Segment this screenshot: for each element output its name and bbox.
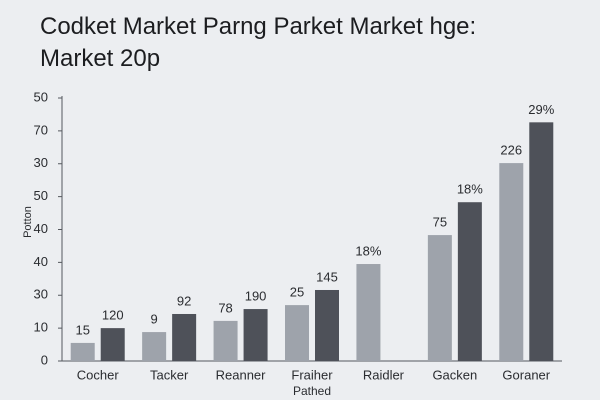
- data-label: 9: [151, 312, 158, 327]
- y-tick-label: 40: [34, 221, 48, 236]
- data-label: 29%: [528, 102, 554, 117]
- y-tick-label: 50: [34, 188, 48, 203]
- chart-title: Codket Market Parng Parket Market hge:: [40, 13, 476, 40]
- y-tick-label: 30: [34, 287, 48, 302]
- data-label: 226: [500, 143, 522, 158]
- x-tick-label: Fraiher: [291, 367, 333, 382]
- bar: [243, 309, 268, 361]
- data-label: 25: [290, 285, 304, 300]
- y-tick-label: 10: [34, 320, 48, 335]
- x-tick-label: Reanner: [216, 367, 267, 382]
- x-tick-label: Gacken: [432, 367, 477, 382]
- data-label: 190: [245, 288, 267, 303]
- bar: [457, 202, 482, 361]
- bar: [285, 305, 309, 361]
- bar: [356, 264, 381, 361]
- data-label: 145: [316, 269, 338, 284]
- data-label: 75: [433, 215, 447, 230]
- y-axis-label: Potton: [22, 206, 34, 238]
- bar: [427, 235, 452, 361]
- x-tick-label: Goraner: [502, 367, 550, 382]
- bar: [213, 320, 238, 361]
- bar: [70, 342, 95, 361]
- y-tick-label: 70: [34, 122, 48, 137]
- data-label: 78: [218, 300, 232, 315]
- x-tick-label: Tacker: [150, 367, 189, 382]
- data-label: 120: [102, 308, 124, 323]
- data-label: 18%: [355, 243, 381, 258]
- bar: [142, 332, 167, 361]
- chart-title: Market 20p: [40, 45, 160, 72]
- y-tick-label: 0: [41, 352, 48, 367]
- x-axis-label: Pathed: [293, 384, 331, 398]
- y-tick-label: 50: [34, 89, 48, 104]
- bar: [172, 313, 197, 361]
- bar: [100, 328, 125, 361]
- x-tick-label: Cocher: [77, 367, 120, 382]
- data-label: 92: [177, 293, 191, 308]
- data-label: 15: [75, 322, 89, 337]
- x-tick-label: Raidler: [363, 367, 405, 382]
- bar: [529, 122, 554, 361]
- bar: [499, 163, 524, 361]
- y-tick-label: 40: [34, 254, 48, 269]
- data-label: 18%: [457, 182, 483, 197]
- y-tick-label: 30: [34, 155, 48, 170]
- bar: [315, 289, 339, 361]
